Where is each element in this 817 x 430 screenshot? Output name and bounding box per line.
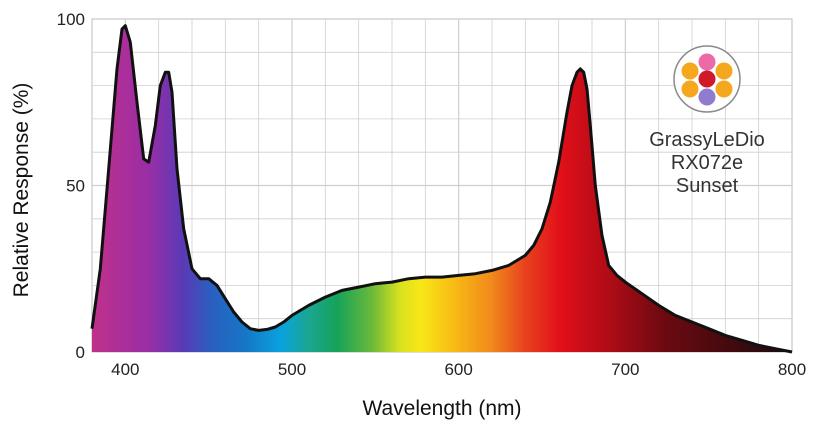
x-tick-label: 500 bbox=[278, 360, 306, 379]
led-dots bbox=[681, 53, 733, 106]
led-dot bbox=[698, 53, 716, 71]
led-dot bbox=[698, 88, 716, 106]
led-dot bbox=[681, 80, 699, 98]
y-tick-label: 50 bbox=[66, 177, 85, 196]
spectrum-series-line bbox=[90, 24, 793, 354]
x-tick-label: 700 bbox=[611, 360, 639, 379]
x-axis-title: Wavelength (nm) bbox=[362, 397, 521, 420]
product-model: RX072e bbox=[671, 152, 743, 174]
y-axis-ticks: 0 50 100 bbox=[57, 10, 85, 362]
led-dot bbox=[698, 70, 716, 88]
x-axis-ticks: 400 500 600 700 800 bbox=[111, 360, 806, 379]
led-dot bbox=[715, 62, 733, 80]
led-dot bbox=[681, 62, 699, 80]
product-badge: GrassyLeDio RX072e Sunset bbox=[649, 45, 765, 197]
x-tick-label: 400 bbox=[111, 360, 139, 379]
product-variant: Sunset bbox=[676, 175, 739, 197]
y-tick-label: 0 bbox=[76, 343, 85, 362]
x-tick-label: 800 bbox=[778, 360, 806, 379]
x-tick-label: 600 bbox=[444, 360, 472, 379]
spectrum-area bbox=[92, 25, 792, 352]
y-tick-label: 100 bbox=[57, 10, 85, 29]
led-dot bbox=[715, 80, 733, 98]
product-name: GrassyLeDio bbox=[649, 129, 765, 151]
y-axis-title: Relative Response (%) bbox=[10, 83, 33, 298]
